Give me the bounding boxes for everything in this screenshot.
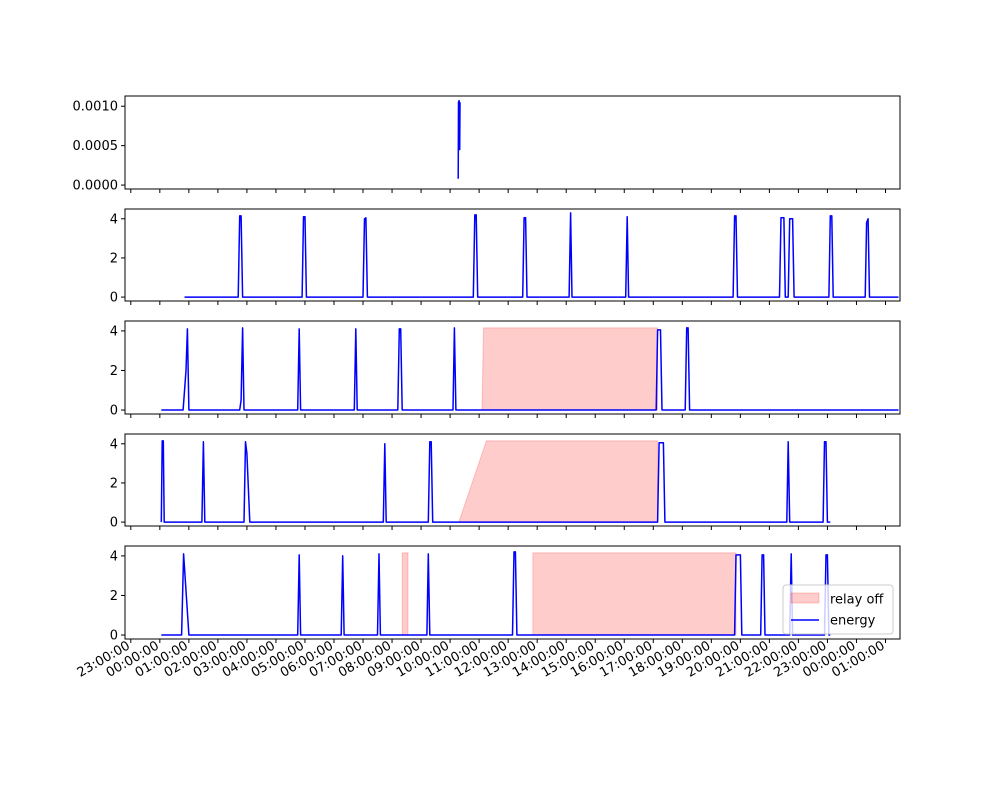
energy-line-4 bbox=[160, 440, 831, 523]
relay-off-area-5-2 bbox=[532, 552, 737, 636]
legend-box bbox=[782, 584, 894, 635]
subplot-4: 0 2 4 bbox=[110, 433, 901, 531]
subplot-frame-1 bbox=[124, 95, 901, 190]
subplot-frame-5 bbox=[124, 545, 901, 640]
y-tick-5-2: 2 bbox=[110, 589, 125, 604]
y-tick-label: 0.0010 bbox=[73, 100, 119, 115]
y-tick-label: 2 bbox=[110, 364, 118, 379]
energy-line-2 bbox=[184, 212, 899, 298]
y-tick-1-2: 0.0005 bbox=[73, 139, 125, 154]
y-tick-2-2: 2 bbox=[110, 251, 125, 266]
subplots: 0.0000 0.0005 0.0010 0 2 4 0 2 4 0 2 4 0 2 4 bbox=[73, 95, 901, 644]
y-tick-label: 0 bbox=[110, 291, 118, 306]
y-tick-4-1: 0 bbox=[110, 516, 125, 531]
y-tick-label: 0 bbox=[110, 629, 118, 644]
y-tick-label: 0 bbox=[110, 516, 118, 531]
energy-line-1 bbox=[457, 99, 461, 179]
y-tick-label: 0 bbox=[110, 404, 118, 419]
subplot-3: 0 2 4 bbox=[110, 320, 901, 419]
y-tick-label: 0.0005 bbox=[73, 139, 119, 154]
y-tick-5-3: 4 bbox=[110, 549, 125, 564]
y-tick-2-3: 4 bbox=[110, 212, 125, 227]
y-tick-3-1: 0 bbox=[110, 404, 125, 419]
y-tick-1-1: 0.0000 bbox=[73, 179, 125, 194]
subplot-2: 0 2 4 bbox=[110, 208, 901, 306]
subplot-frame-2 bbox=[124, 208, 901, 302]
legend-label-relay-off: relay off bbox=[830, 593, 884, 608]
relay-off-area-3-1 bbox=[481, 327, 659, 411]
legend-label-energy: energy bbox=[830, 614, 876, 629]
x-axis: 23:00:0000:00:0001:00:0002:00:0003:00:00… bbox=[75, 638, 888, 680]
y-tick-1-3: 0.0010 bbox=[73, 100, 125, 115]
y-tick-label: 4 bbox=[110, 324, 118, 339]
y-tick-3-3: 4 bbox=[110, 324, 125, 339]
subplot-5: 0 2 4 bbox=[110, 545, 901, 644]
y-tick-label: 4 bbox=[110, 212, 118, 227]
y-tick-label: 0.0000 bbox=[73, 179, 119, 194]
y-tick-3-2: 2 bbox=[110, 364, 125, 379]
y-tick-5-1: 0 bbox=[110, 629, 125, 644]
energy-line-5 bbox=[161, 551, 831, 636]
y-tick-4-2: 2 bbox=[110, 476, 125, 491]
subplot-1: 0.0000 0.0005 0.0010 bbox=[73, 95, 901, 194]
y-tick-label: 2 bbox=[110, 251, 118, 266]
y-tick-2-1: 0 bbox=[110, 291, 125, 306]
y-tick-4-3: 4 bbox=[110, 437, 125, 452]
legend: relay off energy bbox=[782, 584, 894, 635]
legend-swatch-relay-off bbox=[790, 592, 820, 604]
relay-off-area-4-1 bbox=[458, 440, 659, 523]
y-tick-label: 2 bbox=[110, 476, 118, 491]
energy-line-3 bbox=[161, 327, 899, 411]
y-tick-label: 4 bbox=[110, 437, 118, 452]
relay-off-area-5-1 bbox=[401, 552, 409, 636]
y-tick-label: 2 bbox=[110, 589, 118, 604]
subplot-frame-3 bbox=[124, 320, 901, 415]
subplot-frame-4 bbox=[124, 433, 901, 527]
y-tick-label: 4 bbox=[110, 549, 118, 564]
